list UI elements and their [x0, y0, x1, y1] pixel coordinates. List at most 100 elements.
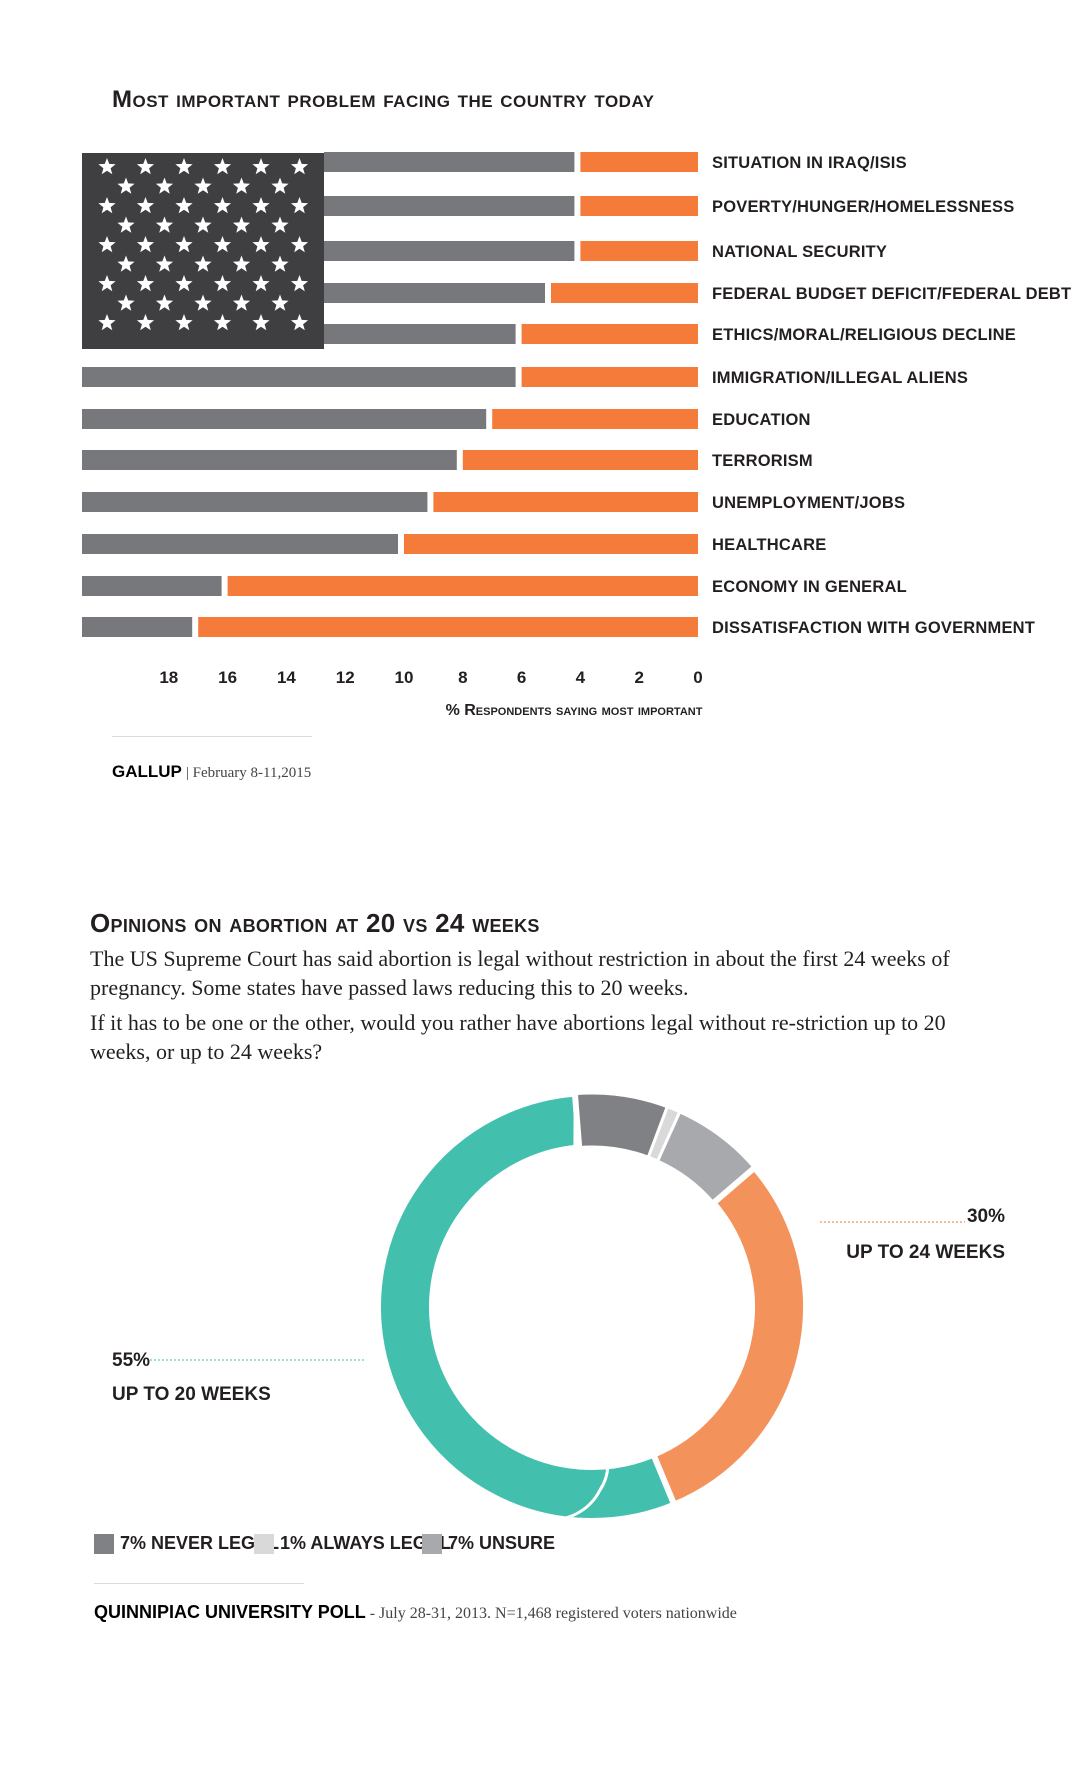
donut-slice-never-legal: [573, 1091, 670, 1160]
star: [98, 197, 116, 214]
bar-terrorism: [462, 450, 698, 470]
category-label-healthcare: HEALTHCARE: [712, 536, 826, 554]
x-tick-14: 14: [277, 668, 296, 687]
star: [98, 236, 116, 253]
x-tick-8: 8: [458, 668, 467, 687]
legend-swatch: [422, 1533, 442, 1554]
x-tick-4: 4: [576, 668, 586, 687]
category-label-national-security: NATIONAL SECURITY: [712, 243, 887, 261]
star: [194, 294, 212, 311]
star: [271, 177, 289, 194]
star: [175, 314, 193, 331]
star: [271, 216, 289, 233]
chart1-plot: SITUATION IN IRAQ/ISIS POVERTY/HUNGER/HOM…: [82, 152, 1071, 719]
label-24-text: UP TO 24 WEEKS: [846, 1242, 1005, 1263]
star: [213, 158, 232, 175]
star: [290, 158, 309, 175]
source2-divider: [94, 1583, 304, 1584]
star: [252, 275, 270, 292]
x-tick-16: 16: [218, 668, 237, 687]
bar-stripe-dissatisfaction-with-government: [82, 617, 193, 637]
legend-label: 1% ALWAYS LEGAL: [280, 1533, 451, 1553]
star: [213, 236, 232, 253]
bar-stripe-immigration-illegal-aliens: [82, 367, 516, 387]
bar-situation-in-iraq-isis: [580, 152, 698, 172]
donut-slice-always-legal: [646, 1104, 682, 1164]
bar-poverty-hunger-homelessness: [580, 196, 698, 216]
bar-stripe-federal-budget-deficit-federal-debt: [324, 283, 545, 303]
legend-label: 7% NEVER LEGAL: [120, 1533, 280, 1553]
star: [155, 216, 174, 233]
donut-slice-up-to-24-weeks: [649, 1163, 809, 1509]
source2: QUINNIPIAC UNIVERSITY POLL - July 28-31,…: [94, 1602, 737, 1623]
star: [117, 177, 135, 194]
star: [252, 314, 270, 331]
source2-detail: - July 28-31, 2013. N=1,468 registered v…: [365, 1605, 737, 1622]
legend-swatch: [254, 1533, 274, 1554]
star: [252, 236, 270, 253]
x-tick-2: 2: [634, 668, 643, 687]
source1-divider: [112, 736, 312, 737]
donut-slice-unsure: [655, 1109, 757, 1206]
star: [136, 197, 155, 214]
chart2-title: Opinions on abortion at 20 vs 24 weeks: [90, 908, 540, 938]
star: [232, 255, 251, 272]
bar-immigration-illegal-aliens: [521, 367, 698, 387]
star: [194, 177, 212, 194]
donut-slice-up-to-20-weeks: [375, 1090, 679, 1524]
bar-economy-in-general: [227, 576, 698, 596]
source2-name: QUINNIPIAC UNIVERSITY POLL: [94, 1602, 366, 1622]
category-label-terrorism: TERRORISM: [712, 452, 813, 470]
star: [136, 236, 155, 253]
star: [136, 314, 155, 331]
flag-stars: [98, 158, 309, 331]
bar-national-security: [580, 241, 698, 261]
bar-healthcare: [404, 534, 698, 554]
category-label-ethics-moral-religious-decline: ETHICS/MORAL/RELIGIOUS DECLINE: [712, 326, 1016, 344]
x-tick-0: 0: [693, 668, 702, 687]
star: [290, 197, 309, 214]
label-20-text: UP TO 20 WEEKS: [112, 1384, 271, 1405]
category-label-dissatisfaction-with-government: DISSATISFACTION WITH GOVERNMENT: [712, 619, 1035, 637]
x-tick-6: 6: [517, 668, 526, 687]
star: [175, 236, 193, 253]
star: [136, 158, 155, 175]
chart2-description: The US Supreme Court has said abortion i…: [90, 944, 970, 1072]
star: [175, 275, 193, 292]
star: [271, 294, 289, 311]
bar-ethics-moral-religious-decline: [521, 324, 698, 344]
label-24-pct: 30%: [967, 1206, 1005, 1227]
star: [213, 314, 232, 331]
star: [117, 216, 135, 233]
star: [290, 314, 309, 331]
star: [290, 236, 309, 253]
star: [252, 158, 270, 175]
star: [155, 177, 174, 194]
category-label-federal-budget-deficit-federal-debt: FEDERAL BUDGET DEFICIT/FEDERAL DEBT: [712, 285, 1071, 303]
star: [232, 177, 251, 194]
x-axis-title: % Respondents saying most important: [446, 702, 703, 719]
bar-stripe-situation-in-iraq-isis: [324, 152, 575, 172]
chart1-title: Most important problem facing the countr…: [112, 86, 655, 113]
bar-stripe-poverty-hunger-homelessness: [324, 196, 575, 216]
legend-label: 7% UNSURE: [448, 1533, 556, 1553]
star: [213, 197, 232, 214]
bar-stripe-economy-in-general: [82, 576, 222, 596]
star: [98, 314, 116, 331]
bar-stripe-unemployment-jobs: [82, 492, 428, 512]
category-label-situation-in-iraq-isis: SITUATION IN IRAQ/ISIS: [712, 154, 907, 172]
star: [155, 294, 174, 311]
star: [232, 216, 251, 233]
source1: GALLUP | February 8-11,2015: [112, 762, 311, 782]
chart2-description-1: The US Supreme Court has said abortion i…: [90, 946, 950, 1000]
bar-stripe-ethics-moral-religious-decline: [324, 324, 516, 344]
chart2-description-2: If it has to be one or the other, would …: [90, 1010, 946, 1064]
label-20-pct: 55%: [112, 1350, 150, 1371]
legend-item-unsure: 7% UNSURE: [422, 1533, 555, 1554]
star: [213, 275, 232, 292]
star: [175, 197, 193, 214]
category-label-unemployment-jobs: UNEMPLOYMENT/JOBS: [712, 494, 905, 512]
category-label-economy-in-general: ECONOMY IN GENERAL: [712, 578, 907, 596]
star: [252, 197, 270, 214]
star: [175, 158, 193, 175]
